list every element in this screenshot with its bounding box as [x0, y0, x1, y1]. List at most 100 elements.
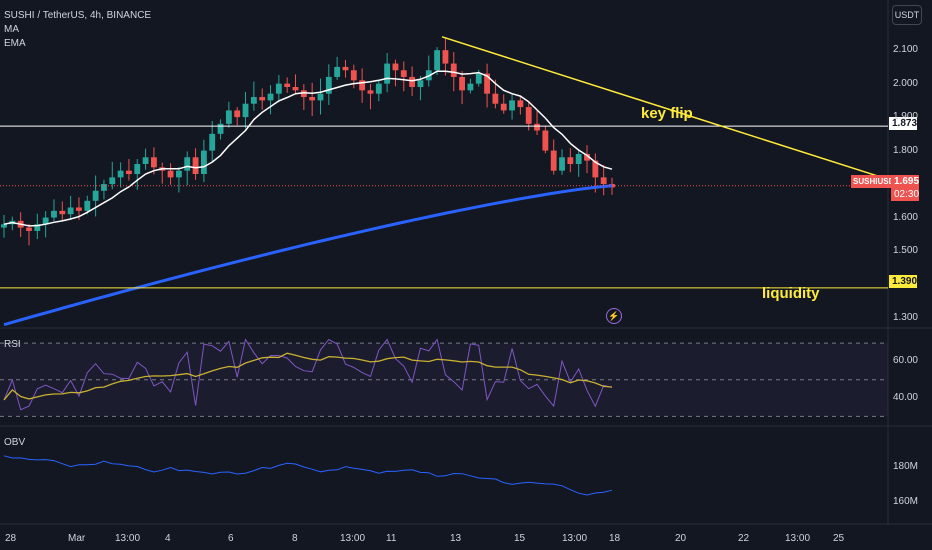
candle-body	[1, 224, 7, 228]
descending-trendline	[441, 36, 889, 181]
candle-body	[92, 190, 99, 201]
candle-body	[184, 157, 191, 171]
rsi-ma-line	[3, 352, 613, 401]
candle-body	[242, 103, 249, 118]
candle-body	[517, 100, 524, 108]
candle-body	[84, 200, 91, 211]
lightning-icon[interactable]: ⚡	[606, 308, 622, 324]
candle-body	[359, 80, 366, 91]
currency-button[interactable]: USDT	[892, 5, 922, 25]
candle-body	[592, 160, 599, 178]
candle-body	[417, 80, 424, 87]
candle-body	[284, 83, 291, 87]
candle-body	[492, 93, 499, 104]
rsi-tick-label: 40.00	[892, 392, 918, 404]
candle-body	[300, 90, 307, 98]
obv-pane-label[interactable]: OBV	[4, 437, 26, 448]
candle-body	[267, 93, 274, 101]
time-tick-label: 15	[514, 533, 526, 544]
price-tick-label: 2.100	[892, 44, 918, 56]
rsi-pane	[0, 338, 888, 417]
symbol-title: SUSHI / TetherUS, 4h, BINANCE	[4, 10, 152, 21]
candle-body	[509, 100, 515, 111]
candle-body	[392, 63, 399, 71]
candle-body	[384, 63, 391, 84]
liquidity-price-tag: 1.390	[889, 275, 917, 288]
candle-body	[209, 133, 216, 151]
candle-body	[400, 70, 407, 77]
indicator-ma-label[interactable]: MA	[4, 24, 19, 35]
candle-body	[76, 207, 82, 211]
obv-line	[3, 455, 613, 496]
candle-body	[275, 83, 282, 94]
candle-body	[51, 210, 57, 218]
candle-body	[459, 76, 465, 91]
candle-body	[167, 170, 174, 178]
candle-body	[550, 150, 557, 171]
indicator-ema-label[interactable]: EMA	[4, 38, 26, 49]
current-price-tag: 1.695	[891, 175, 919, 188]
price-tick-label: 1.500	[892, 245, 918, 256]
time-tick-label: 8	[292, 533, 298, 544]
candle-body	[142, 157, 149, 164]
rsi-line	[3, 338, 613, 411]
candle-body	[342, 66, 349, 71]
candle-body	[475, 73, 482, 84]
ma-line	[3, 70, 613, 227]
time-tick-label: 13:00	[785, 533, 811, 544]
candle-body	[434, 50, 441, 71]
candle-body	[525, 107, 532, 124]
price-tick-label: 1.800	[892, 144, 918, 156]
time-tick-label: 22	[738, 533, 750, 544]
price-tick-label: 1.600	[892, 211, 918, 223]
overlays	[0, 36, 889, 327]
candle-body	[200, 150, 207, 175]
time-tick-label: 25	[833, 533, 845, 544]
candle-body	[567, 157, 574, 164]
candle-body	[101, 184, 107, 191]
candle-body	[584, 153, 590, 161]
candle-body	[600, 177, 607, 185]
candle-body	[34, 224, 41, 231]
candle-body	[575, 153, 582, 164]
time-tick-label: 13:00	[340, 533, 366, 544]
candle-body	[225, 110, 232, 124]
time-tick-label: 11	[386, 533, 397, 544]
candle-body	[325, 76, 332, 94]
time-tick-label: 13:00	[115, 533, 141, 544]
time-tick-label: 20	[675, 533, 687, 544]
ema-line	[3, 184, 613, 327]
candle-body	[42, 217, 49, 225]
candle-body	[367, 90, 374, 94]
price-tick-label: 2.000	[892, 77, 918, 89]
key-flip-price-tag: 1.873	[889, 117, 917, 130]
grid-lines	[0, 0, 932, 525]
candle-body	[409, 76, 416, 87]
candle-body	[175, 170, 182, 178]
time-tick-label: 18	[609, 533, 621, 544]
candle-body	[151, 157, 157, 168]
candle-body	[375, 83, 382, 94]
rsi-tick-label: 60.00	[892, 355, 918, 367]
time-tick-label: 6	[228, 533, 234, 544]
candle-body	[309, 97, 316, 101]
candle-body	[67, 207, 74, 215]
candle-body	[292, 86, 299, 91]
candle-body	[126, 170, 132, 175]
candle-body	[217, 123, 224, 134]
candle-body	[117, 170, 124, 178]
candle-body	[442, 50, 449, 64]
candle-body	[334, 66, 341, 77]
candle-body	[350, 70, 357, 81]
candle-body	[250, 97, 257, 104]
candle-body	[317, 93, 324, 101]
price-tick-label: 1.900	[892, 111, 918, 123]
rsi-pane-label[interactable]: RSI	[4, 339, 21, 350]
candle-body	[26, 227, 32, 231]
candle-body	[450, 63, 457, 77]
candle-body	[559, 157, 565, 171]
symbol-price-tag: SUSHIUSDT	[851, 175, 902, 188]
candle-body	[192, 157, 199, 175]
